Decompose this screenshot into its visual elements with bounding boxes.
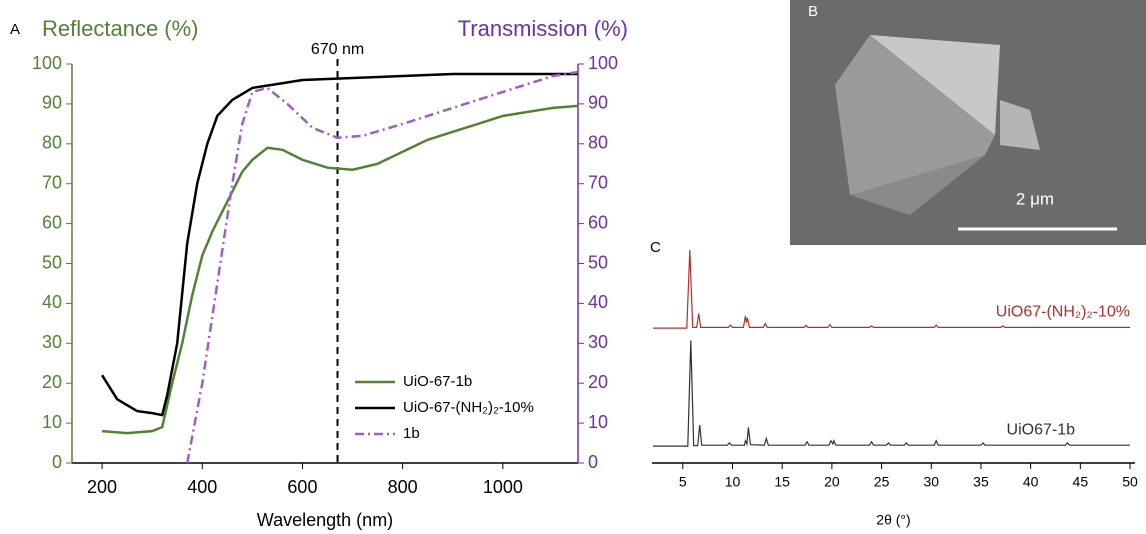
x-tick-label: 40 — [1023, 474, 1039, 490]
x-tick-label: 30 — [923, 474, 939, 490]
x-tick-label: 1000 — [483, 477, 523, 497]
x-tick-label: 25 — [874, 474, 890, 490]
series-label: UiO67-1b — [1007, 421, 1076, 438]
series-line — [653, 340, 1130, 447]
y2-tick-label: 50 — [588, 252, 608, 272]
y2-tick-label: 80 — [588, 133, 608, 153]
crystal-face — [870, 35, 1000, 135]
y-tick-label: 60 — [42, 212, 62, 232]
series-line — [101, 72, 578, 417]
x-tick-label: 10 — [725, 474, 741, 490]
y-tick-label: 10 — [42, 412, 62, 432]
x-tick-label: 800 — [388, 477, 418, 497]
panel-label: A — [10, 21, 20, 38]
y2-tick-label: 60 — [588, 212, 608, 232]
y-tick-label: 80 — [42, 133, 62, 153]
y2-tick-label: 20 — [588, 372, 608, 392]
y2-tick-label: 90 — [588, 93, 608, 113]
y2-tick-label: 100 — [588, 53, 618, 73]
y2-tick-label: 10 — [588, 412, 608, 432]
legend-label: UiO-67-1b — [403, 373, 472, 390]
series-line — [653, 249, 1130, 329]
y-tick-label: 40 — [42, 292, 62, 312]
x-tick-label: 200 — [87, 477, 117, 497]
y-axis-title: Reflectance (%) — [42, 16, 199, 41]
y-tick-label: 50 — [42, 252, 62, 272]
legend-label: UiO-67-(NH₂)₂-10% — [403, 399, 534, 416]
y2-tick-label: 30 — [588, 332, 608, 352]
panel-label: C — [650, 239, 661, 256]
x-tick-label: 45 — [1073, 474, 1089, 490]
x-tick-label: 600 — [287, 477, 317, 497]
x-tick-label: 400 — [187, 477, 217, 497]
scale-bar-label: 2 μm — [1016, 189, 1054, 208]
x-axis-title: Wavelength (nm) — [257, 510, 393, 530]
y-tick-label: 70 — [42, 172, 62, 192]
x-tick-label: 20 — [824, 474, 840, 490]
crystal-small — [1000, 100, 1040, 150]
x-axis-title: 2θ (°) — [876, 512, 910, 528]
y2-tick-label: 40 — [588, 292, 608, 312]
x-tick-label: 35 — [973, 474, 989, 490]
series-line — [102, 104, 579, 435]
legend-label: 1b — [403, 425, 420, 442]
sem-panel: B 2 μm — [790, 0, 1146, 245]
y-tick-label: 90 — [42, 93, 62, 113]
y2-axis-title: Transmission (%) — [458, 16, 628, 41]
x-tick-label: 15 — [774, 474, 790, 490]
panel-label: B — [808, 3, 818, 20]
y2-tick-label: 0 — [588, 452, 598, 472]
y-tick-label: 20 — [42, 372, 62, 392]
series-line — [185, 70, 579, 464]
y-tick-label: 30 — [42, 332, 62, 352]
crystal-face — [835, 35, 995, 195]
y-tick-label: 0 — [52, 452, 62, 472]
annotation-label: 670 nm — [311, 41, 364, 58]
x-tick-label: 50 — [1122, 474, 1138, 490]
y2-tick-label: 70 — [588, 172, 608, 192]
x-tick-label: 5 — [679, 474, 687, 490]
y-tick-label: 100 — [32, 53, 62, 73]
series-label: UiO67-(NH₂)₂-10% — [996, 304, 1130, 321]
